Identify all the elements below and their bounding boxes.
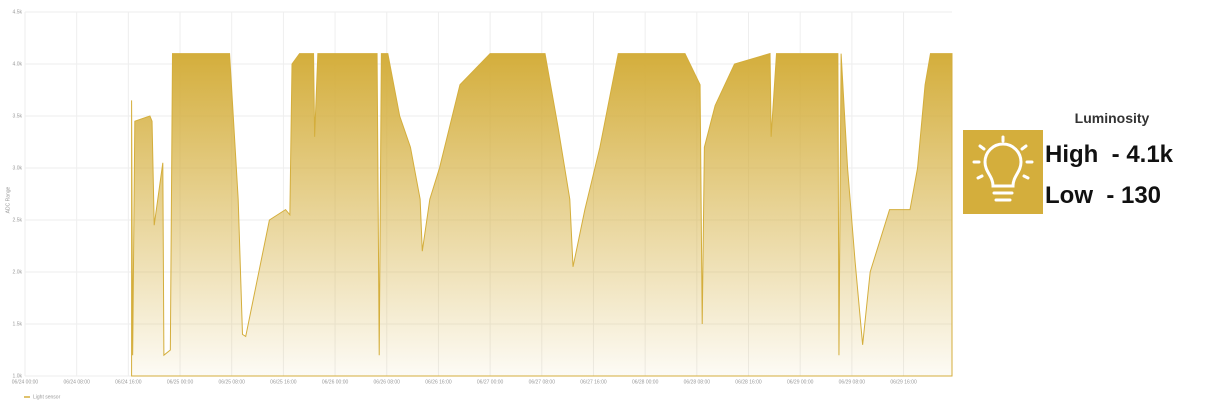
y-axis-label: ADC Range: [5, 186, 11, 213]
y-tick-label: 4.5k: [13, 9, 23, 15]
bulb-icon: [972, 135, 1034, 202]
x-tick-label: 06/24 16:00: [115, 379, 142, 385]
x-tick-label: 06/25 08:00: [219, 379, 246, 385]
y-tick-label: 4.0k: [13, 61, 23, 67]
x-tick-label: 06/29 08:00: [839, 379, 866, 385]
x-tick-label: 06/27 00:00: [477, 379, 504, 385]
y-tick-label: 3.5k: [13, 113, 23, 119]
x-tick-label: 06/27 16:00: [580, 379, 607, 385]
y-tick-label: 1.0k: [13, 373, 23, 379]
x-tick-label: 06/24 08:00: [63, 379, 90, 385]
x-tick-label: 06/28 08:00: [684, 379, 711, 385]
y-tick-label: 2.0k: [13, 269, 23, 275]
info-panel: Luminosity High - 4.1k Low - 130: [963, 110, 1174, 214]
x-tick-label: 06/26 00:00: [322, 379, 349, 385]
legend-label: Light sensor: [33, 394, 61, 400]
x-tick-label: 06/28 16:00: [735, 379, 762, 385]
low-value: Low - 130: [1045, 182, 1161, 209]
x-tick-label: 06/24 00:00: [12, 379, 39, 385]
x-tick-label: 06/28 00:00: [632, 379, 659, 385]
x-tick-label: 06/27 08:00: [529, 379, 556, 385]
area: [131, 52, 953, 377]
high-value: High - 4.1k: [1045, 141, 1174, 168]
x-tick-label: 06/29 00:00: [787, 379, 814, 385]
x-tick-label: 06/26 16:00: [425, 379, 452, 385]
x-tick-label: 06/25 16:00: [270, 379, 297, 385]
y-tick-label: 1.5k: [13, 321, 23, 327]
y-tick-label: 2.5k: [13, 217, 23, 223]
x-tick-label: 06/26 08:00: [374, 379, 401, 385]
panel-title: Luminosity: [1075, 110, 1150, 126]
x-tick-label: 06/29 16:00: [890, 379, 917, 385]
y-tick-label: 3.0k: [13, 165, 23, 171]
x-tick-label: 06/25 00:00: [167, 379, 194, 385]
